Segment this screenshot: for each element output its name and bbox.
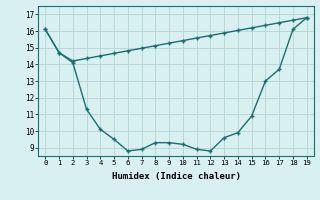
- X-axis label: Humidex (Indice chaleur): Humidex (Indice chaleur): [111, 172, 241, 181]
